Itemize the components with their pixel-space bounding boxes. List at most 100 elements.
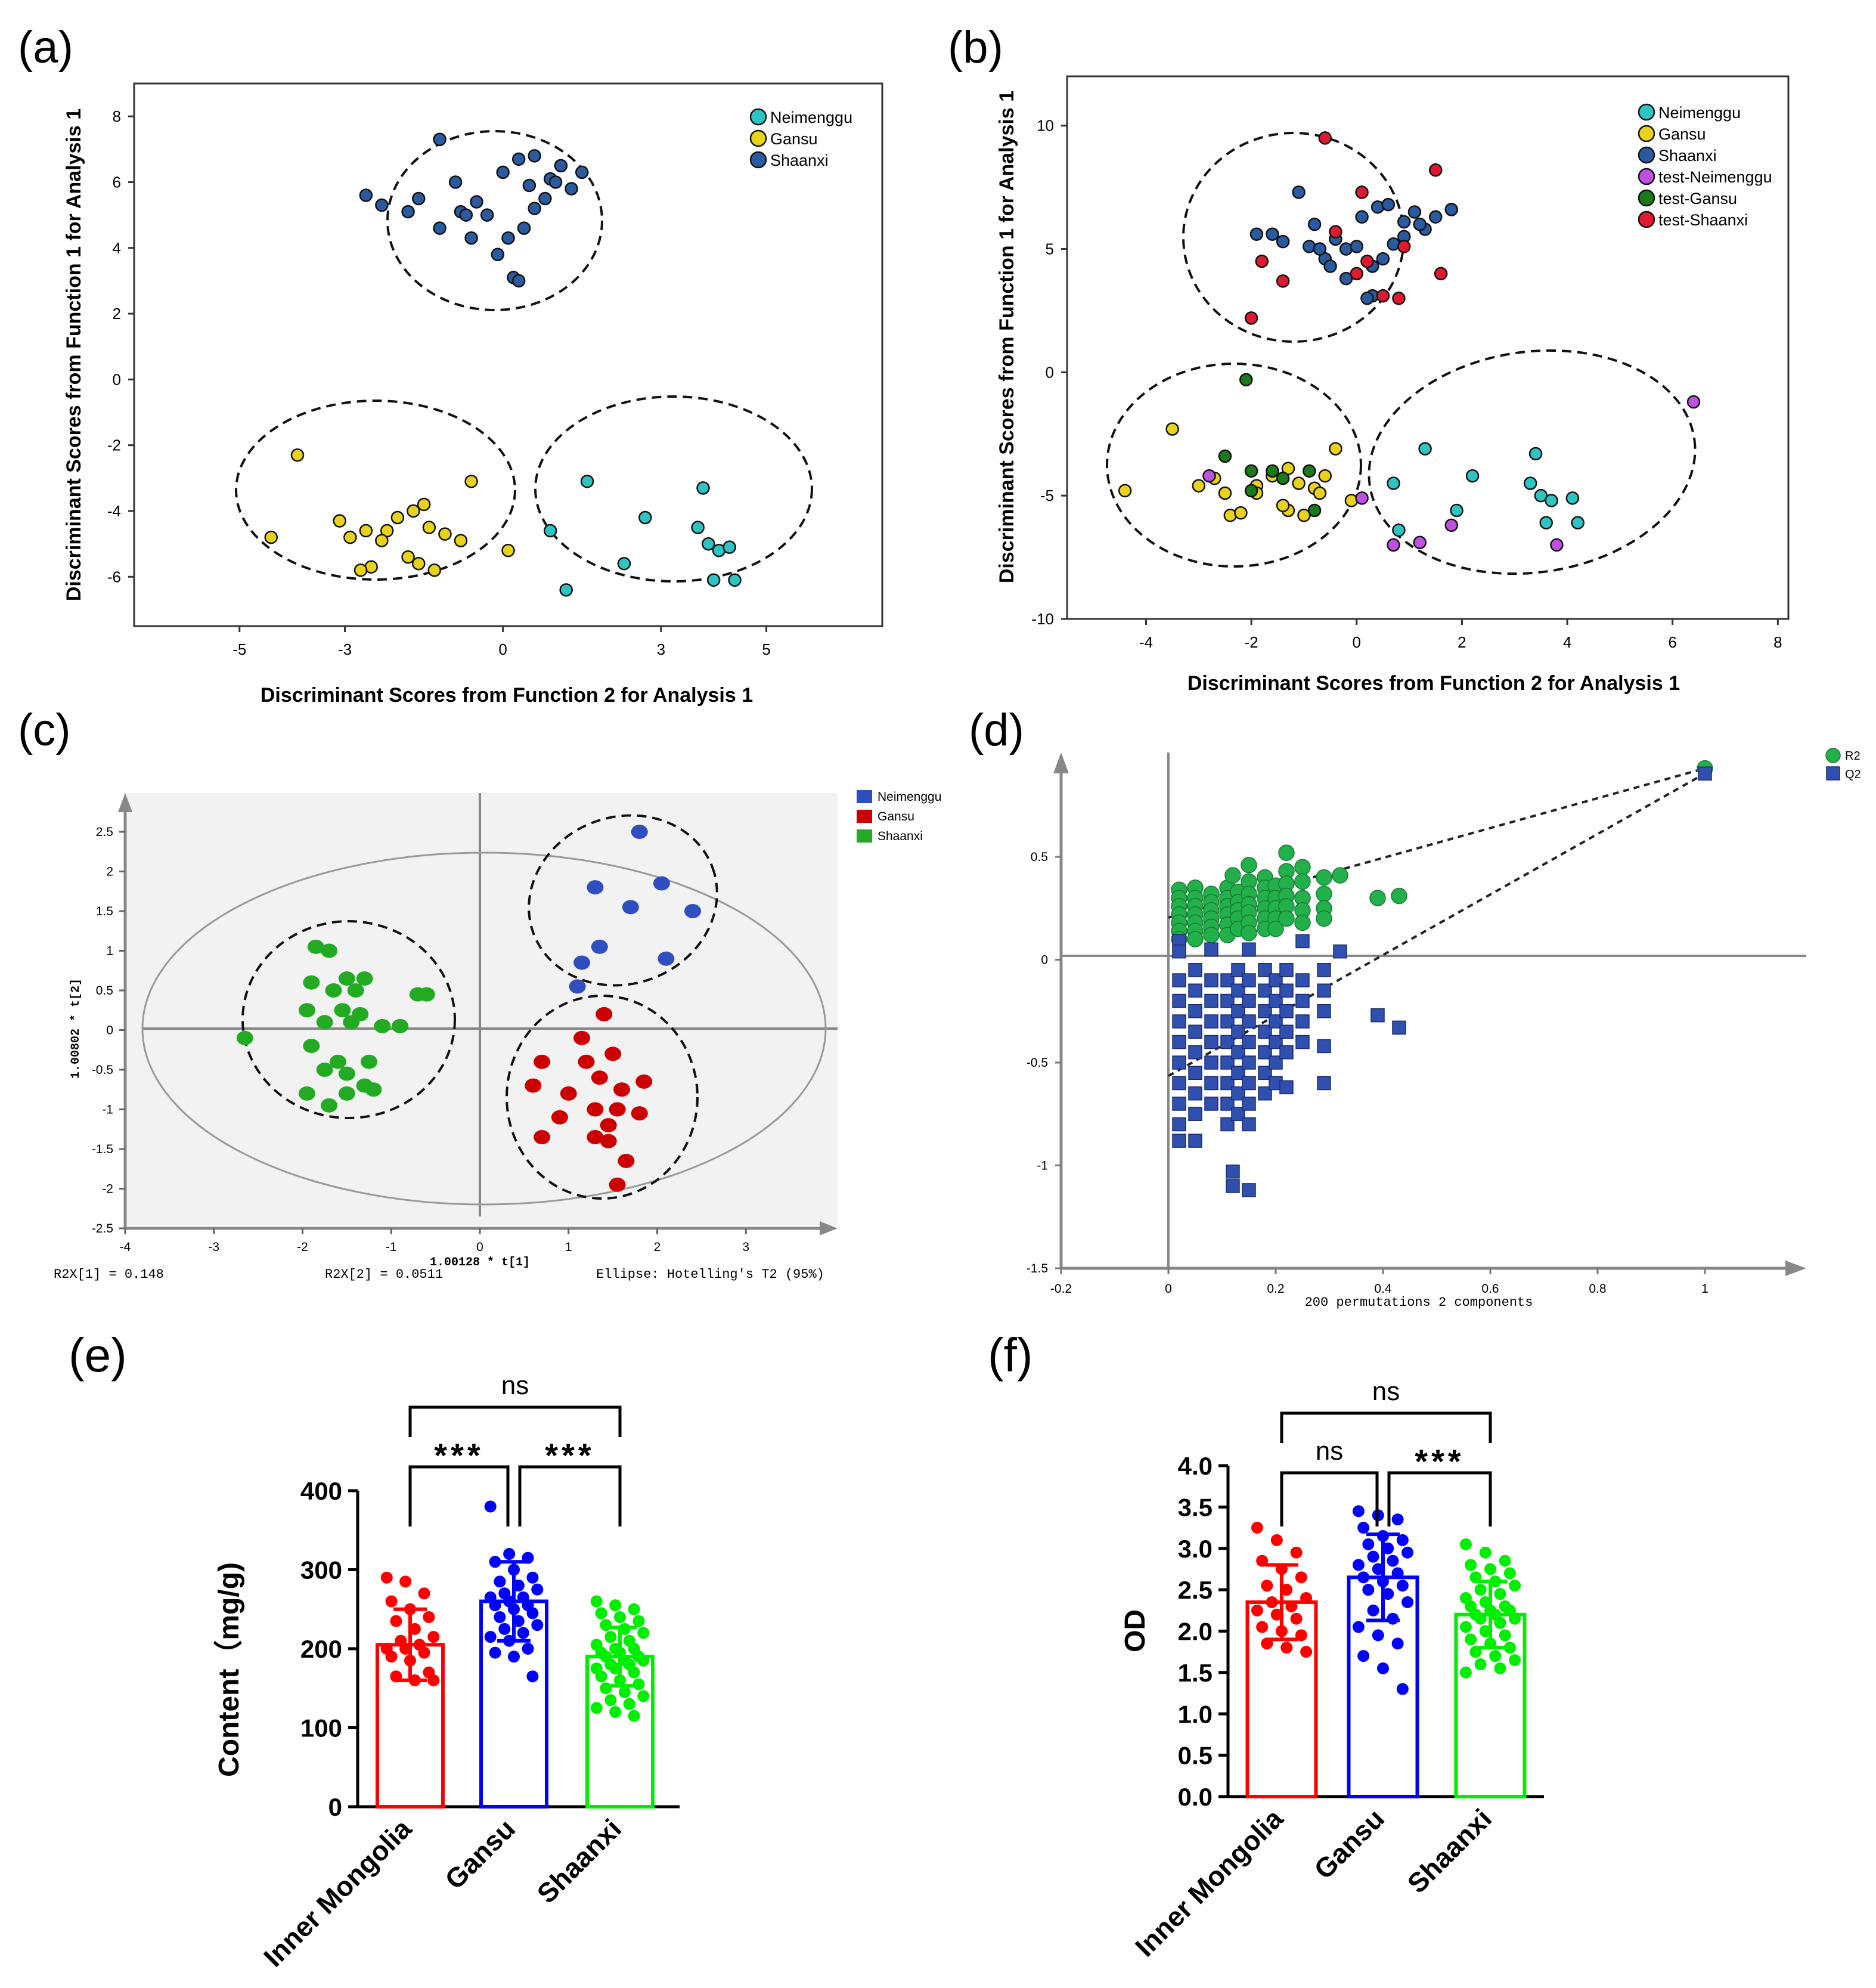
data-point-shaanxi	[1503, 1567, 1516, 1580]
data-point-shaanxi	[1428, 210, 1443, 224]
data-point-gansu	[1367, 1550, 1379, 1563]
data-point-q2	[1258, 1045, 1272, 1060]
data-point-q2	[1204, 1097, 1218, 1111]
data-point-q2	[1242, 973, 1256, 987]
data-point-test-shaanxi	[1318, 131, 1332, 145]
data-point-gansu	[531, 1583, 544, 1596]
data-point-q2	[1204, 1014, 1218, 1029]
data-point-gansu	[1234, 506, 1248, 520]
data-point-q2	[1172, 1035, 1186, 1049]
data-point-shaanxi	[511, 274, 526, 288]
data-point-neimenggu	[1534, 488, 1548, 503]
data-point-shaanxi	[528, 202, 541, 215]
data-point-shaanxi	[1484, 1563, 1496, 1575]
data-point-gansu	[354, 563, 368, 577]
significance-label: ***	[545, 1436, 594, 1474]
data-point-shaanxi	[590, 1702, 603, 1714]
data-point-gansu	[1382, 1542, 1394, 1555]
data-point-test-gansu	[1307, 503, 1322, 518]
data-point-gansu	[407, 504, 420, 518]
data-point-q2	[1258, 1086, 1272, 1101]
data-point-shaanxi	[628, 1710, 640, 1722]
data-point-q2	[1220, 1097, 1235, 1111]
data-point-gansu	[1329, 442, 1342, 456]
data-point-gansu	[1362, 1538, 1375, 1550]
data-point-q2	[1188, 1134, 1202, 1148]
data-point-q2	[1258, 1066, 1272, 1080]
data-point-q2	[1231, 1086, 1245, 1101]
x-tick-label: 0	[498, 640, 507, 658]
panel-c-x-axis-label: 1.00128 * t[1]	[430, 1256, 530, 1269]
data-point-neimenggu	[573, 955, 591, 970]
data-point-shaanxi	[1499, 1555, 1511, 1567]
data-point-gansu	[591, 1070, 608, 1085]
data-point-shaanxi	[623, 1698, 635, 1710]
data-point-q2	[1279, 963, 1294, 977]
data-point-q2	[1279, 1045, 1294, 1060]
data-point-shaanxi	[511, 152, 526, 166]
data-point-shaanxi	[1494, 1588, 1506, 1600]
panel-a-ticks: -5 -3 0 3 5 8 6 4 2 0 -2 -4 -6	[107, 107, 771, 658]
data-point-q2	[1317, 1004, 1331, 1018]
data-point-q2	[1317, 1076, 1331, 1091]
data-point-inner-mongolia	[399, 1643, 412, 1655]
data-point-inner-mongolia	[1261, 1637, 1273, 1650]
legend-marker-q2	[1826, 766, 1840, 781]
data-point-shaanxi	[1459, 1538, 1472, 1550]
data-point-gansu	[290, 448, 305, 462]
data-point-shaanxi	[1397, 215, 1411, 229]
y-tick-label: 400	[300, 1477, 342, 1505]
y-tick-label: 0.0	[1178, 1783, 1213, 1811]
data-point-shaanxi	[1276, 234, 1290, 249]
data-point-gansu	[1377, 1529, 1389, 1542]
legend-label-shaanxi: Shaanxi	[1658, 147, 1717, 165]
data-point-neimenggu	[702, 537, 715, 551]
data-point-neimenggu	[559, 583, 573, 597]
data-point-shaanxi	[298, 1003, 315, 1018]
panel-e-axes: 0 100 200 300 400	[300, 1477, 680, 1821]
panel-b-discriminant-plot: (b) -4 -2 0 2 4 6 8 10 5 0 -5 -10 Neimenggu Gansu Sha…	[948, 22, 1790, 695]
category-label: Shaanxi	[1401, 1803, 1498, 1899]
data-point-inner-mongolia	[427, 1631, 440, 1643]
data-point-shaanxi	[1489, 1575, 1502, 1588]
data-point-gansu	[1165, 422, 1179, 436]
panel-c-cluster-ellipse-gansu	[506, 995, 699, 1200]
data-point-r2	[1278, 910, 1295, 927]
data-point-inner-mongolia	[385, 1651, 398, 1663]
x-tick-label: 0.4	[1374, 1282, 1392, 1296]
panel-a-points	[264, 132, 742, 597]
data-point-shaanxi	[637, 1654, 650, 1667]
data-point-shaanxi	[334, 1003, 351, 1018]
data-point-r2	[1203, 927, 1220, 943]
data-point-shaanxi	[632, 1615, 645, 1627]
data-point-shaanxi	[538, 191, 552, 206]
data-point-neimenggu	[728, 573, 742, 587]
data-point-shaanxi	[359, 188, 373, 202]
y-tick-label: -10	[1031, 610, 1054, 628]
data-point-shaanxi	[614, 1611, 626, 1623]
data-point-inner-mongolia	[1276, 1625, 1288, 1637]
data-point-shaanxi	[604, 1631, 617, 1643]
data-point-gansu	[1192, 479, 1206, 493]
data-point-test-shaanxi	[1376, 289, 1390, 303]
data-point-neimenggu	[684, 904, 701, 918]
data-point-neimenggu	[1545, 494, 1558, 507]
data-point-shaanxi	[325, 983, 342, 998]
data-point-q2	[1269, 1055, 1283, 1070]
data-point-gansu	[534, 1054, 551, 1069]
data-point-q2	[1220, 1055, 1235, 1070]
data-point-shaanxi	[548, 175, 563, 189]
legend-marker-gansu	[749, 129, 767, 147]
data-point-q2	[1172, 944, 1186, 959]
panel-b-label: (b)	[948, 22, 1003, 73]
panel-f-points	[1251, 1505, 1521, 1695]
y-tick-label: 1.5	[96, 905, 113, 918]
x-tick-label: -3	[208, 1240, 219, 1254]
data-point-test-neimenggu	[1686, 395, 1701, 409]
data-point-test-gansu	[1303, 464, 1316, 478]
data-point-gansu	[508, 1651, 520, 1663]
data-point-q2	[1172, 1117, 1186, 1132]
panel-d-ticks: -0.2 0 0.2 0.4 0.6 0.8 1 0.5 0 -0.5 -1 -1.5	[1027, 850, 1708, 1296]
data-point-gansu	[551, 1110, 568, 1125]
